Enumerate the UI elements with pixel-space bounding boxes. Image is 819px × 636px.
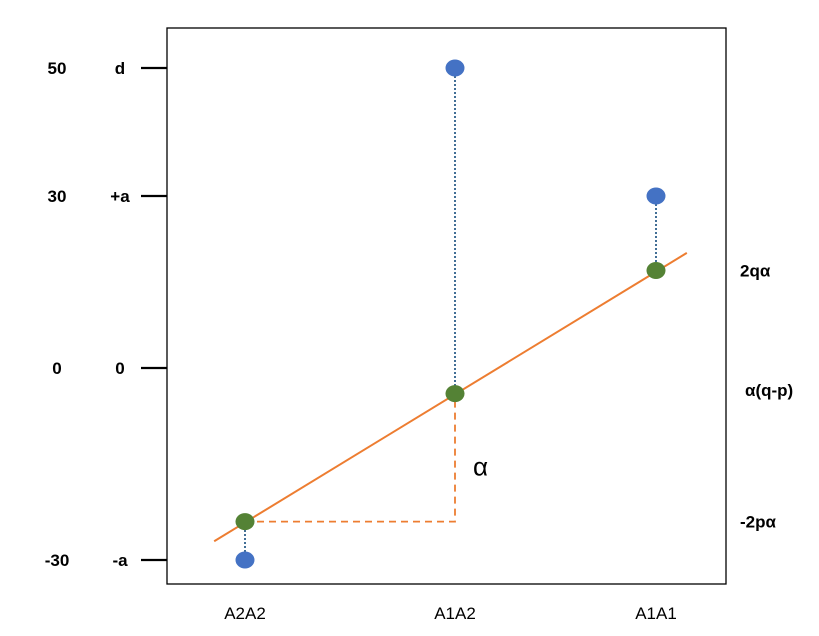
y-tick-symbol-label: -a: [112, 551, 128, 570]
x-category-label: A2A2: [224, 604, 266, 623]
y-tick-number-label: 50: [48, 59, 67, 78]
y-tick-symbol-label: d: [115, 59, 125, 78]
right-labels: 2qα α(q-p) -2pα: [740, 262, 793, 532]
y-tick-number-label: 30: [48, 187, 67, 206]
right-annotation-label: -2pα: [740, 513, 777, 532]
x-category-label: A1A2: [434, 604, 476, 623]
genotypic-value-point: [235, 551, 255, 569]
x-category-label: A1A1: [635, 604, 677, 623]
x-category-labels: A2A2 A1A2 A1A1: [224, 604, 677, 623]
y-tick-symbol-label: +a: [110, 187, 130, 206]
deviation-lines: [244, 68, 657, 560]
slope-bracket: [245, 393, 456, 523]
y-tick-number-label: 0: [52, 359, 61, 378]
slope-label: α: [473, 452, 488, 482]
right-annotation-label: α(q-p): [745, 381, 793, 400]
y-tick-symbol-label: 0: [115, 359, 124, 378]
genotypic-value-point: [445, 59, 465, 77]
data-points: [235, 59, 666, 569]
plot-frame: [166, 27, 727, 585]
y-axis-ticks: -30 -a 0 0 30 +a 50 d: [45, 59, 167, 570]
breeding-value-point: [445, 385, 465, 403]
breeding-value-point: [235, 513, 255, 531]
genotypic-value-point: [646, 187, 666, 205]
right-annotation-label: 2qα: [740, 262, 771, 281]
breeding-value-point: [646, 262, 666, 280]
slope-annotation: α: [245, 393, 488, 523]
y-tick-number-label: -30: [45, 551, 70, 570]
